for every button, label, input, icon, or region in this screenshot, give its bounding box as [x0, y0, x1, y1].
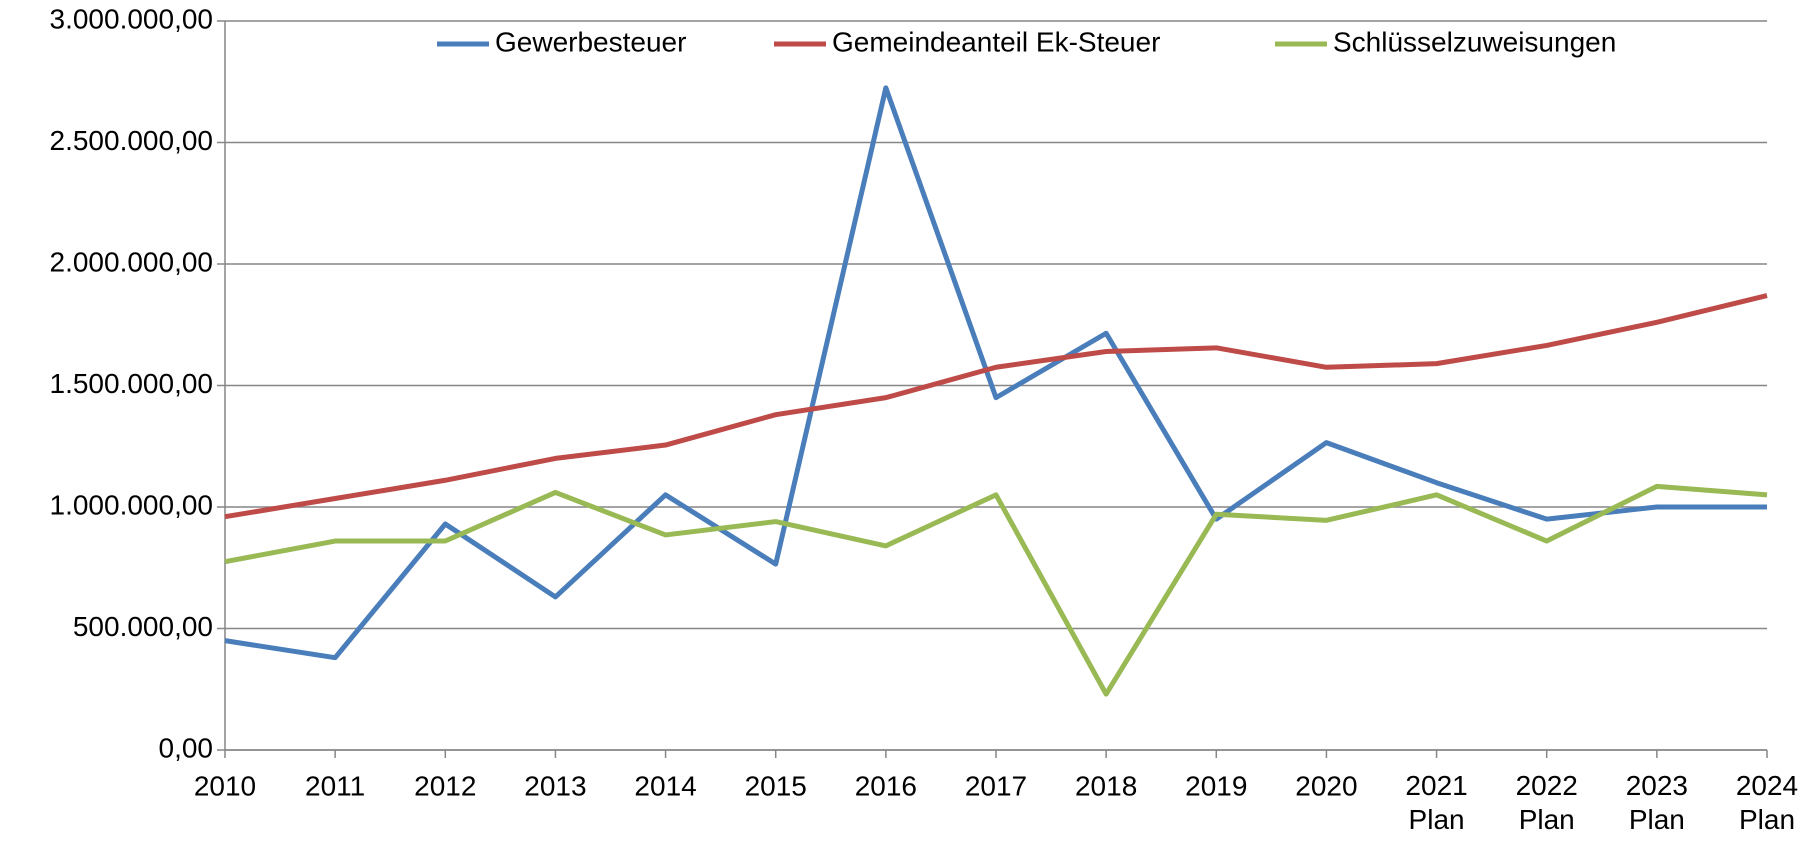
- x-tick-label: 2013: [524, 770, 586, 801]
- y-tick-label: 1.000.000,00: [50, 489, 214, 520]
- series-line: [224, 85, 1767, 661]
- y-tick-label: 0,00: [159, 732, 214, 763]
- x-tick-label: 2017: [965, 770, 1027, 801]
- x-tick-label: 2020: [1295, 770, 1357, 801]
- x-tick-label: 2019: [1185, 770, 1247, 801]
- y-tick-label: 3.000.000,00: [50, 3, 214, 34]
- y-tick-label: 2.500.000,00: [50, 125, 214, 156]
- legend-label: Schlüsselzuweisungen: [1333, 26, 1616, 57]
- x-tick-label: 2023 Plan: [1626, 770, 1688, 835]
- y-tick-label: 500.000,00: [73, 611, 213, 642]
- legend-label: Gewerbesteuer: [495, 26, 686, 57]
- x-tick-label: 2016: [855, 770, 917, 801]
- x-tick-label: 2018: [1075, 770, 1137, 801]
- x-tick-label: 2012: [414, 770, 476, 801]
- x-tick-label: 2024 Plan: [1736, 770, 1798, 835]
- x-tick-label: 2014: [634, 770, 696, 801]
- x-tick-label: 2022 Plan: [1516, 770, 1578, 835]
- x-tick-label: 2021 Plan: [1405, 770, 1467, 835]
- y-tick-label: 1.500.000,00: [50, 368, 214, 399]
- series-line: [224, 293, 1768, 520]
- x-tick-label: 2015: [745, 770, 807, 801]
- x-tick-label: 2011: [305, 770, 365, 801]
- legend-label: Gemeindeanteil Ek-Steuer: [832, 26, 1160, 57]
- series-line: [224, 483, 1768, 697]
- x-tick-label: 2010: [194, 770, 256, 801]
- y-tick-label: 2.000.000,00: [50, 246, 214, 277]
